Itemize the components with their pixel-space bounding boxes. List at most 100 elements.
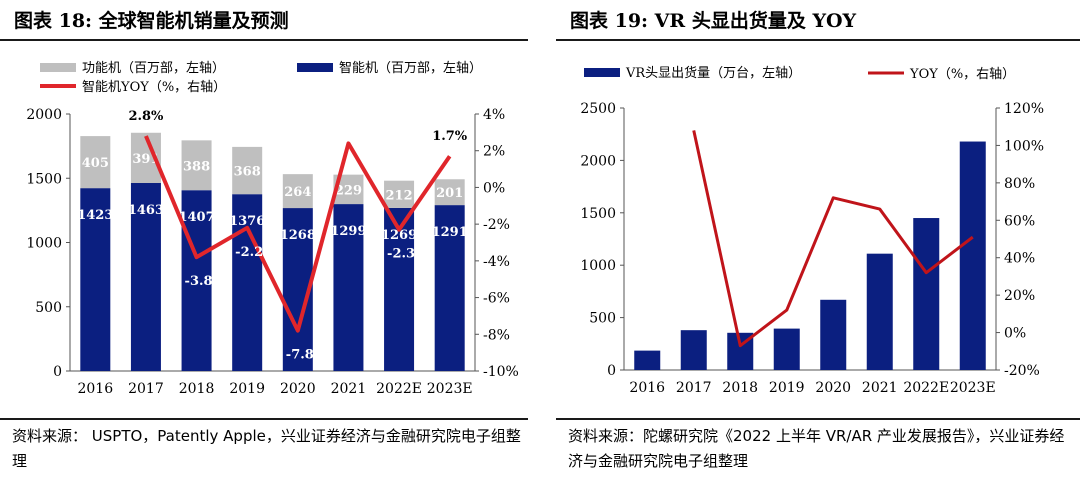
data-label-smartphone: 1407 — [178, 210, 214, 225]
x-tick-label: 2022E — [376, 381, 422, 397]
chart-panel-smartphone: 图表 18: 全球智能机销量及预测 功能机（百万部，左轴） 智能机（百万部，左轴）… — [0, 0, 528, 482]
vr-chart: VR头显出货量（万台，左轴） YOY（%，右轴） 0 500 1000 1500 2000 2… — [580, 65, 1044, 396]
left-tick-label: 2000 — [26, 107, 62, 123]
bar-smartphone — [384, 207, 415, 371]
legend-label-feature-phone: 功能机（百万部，左轴） — [82, 61, 225, 76]
line-yoy — [692, 130, 974, 348]
source-divider — [0, 418, 528, 420]
x-tick-label: 2021 — [331, 381, 367, 397]
bar-vr-shipments — [634, 350, 661, 370]
bar-smartphone — [232, 194, 263, 371]
chart-panel-vr: 图表 19: VR 头显出货量及 YOY VR头显出货量（万台，左轴） YOY（%… — [556, 0, 1080, 482]
left-tick-label: 1500 — [26, 171, 62, 187]
right-tick-label: 0% — [483, 180, 505, 196]
data-label-yoy: -3.8 — [185, 274, 213, 289]
line-yoy — [144, 135, 452, 333]
bar-vr-shipments — [820, 299, 847, 370]
right-tick-label: -2% — [483, 217, 510, 233]
right-tick-label: 60% — [1004, 213, 1035, 229]
left-tick-label: 1000 — [26, 236, 62, 252]
legend-label-yoy: 智能机YOY（%，右轴） — [82, 80, 226, 95]
left-tick-label: 500 — [589, 311, 616, 327]
data-label-smartphone: 1269 — [381, 228, 417, 243]
right-tick-label: -20% — [1004, 363, 1040, 379]
x-tick-label: 2023E — [427, 381, 473, 397]
data-label-smartphone: 1376 — [229, 214, 265, 229]
right-tick-label: -8% — [483, 327, 510, 343]
legend-label-smartphone: 智能机（百万部，左轴） — [339, 61, 482, 76]
bar-vr-shipments — [680, 330, 707, 370]
bar-feature-phone — [384, 180, 415, 208]
x-tick-label: 2022E — [903, 380, 949, 396]
bar-feature-phone — [282, 174, 313, 209]
data-label-yoy: -7.8 — [286, 348, 314, 363]
left-tick-label: 1500 — [580, 206, 616, 222]
right-tick-label: 100% — [1004, 138, 1044, 154]
legend-swatch-smartphone — [297, 63, 333, 72]
data-label-feature-phone: 212 — [385, 188, 412, 203]
left-tick-label: 0 — [607, 363, 616, 379]
bar-feature-phone — [434, 179, 465, 206]
left-tick-label: 2000 — [580, 153, 616, 169]
data-label-yoy: -2.2 — [235, 245, 263, 260]
x-tick-label: 2017 — [128, 381, 164, 397]
title-divider — [0, 39, 528, 41]
left-tick-label: 0 — [53, 364, 62, 380]
x-tick-label: 2020 — [815, 380, 851, 396]
right-tick-label: -4% — [483, 254, 510, 270]
x-tick-label: 2023E — [950, 380, 996, 396]
bar-smartphone — [80, 188, 111, 371]
left-tick-label: 2500 — [580, 101, 616, 117]
bar-smartphone — [333, 204, 364, 371]
right-tick-label: 2% — [483, 144, 505, 160]
right-tick-label: 40% — [1004, 251, 1035, 267]
smartphone-chart: 功能机（百万部，左轴） 智能机（百万部，左轴） 智能机YOY（%，右轴） 0 500 10… — [26, 61, 519, 397]
data-label-yoy: 2.8% — [128, 109, 164, 124]
x-tick-label: 2018 — [179, 381, 215, 397]
legend-swatch-vr-shipments — [584, 68, 620, 77]
x-tick-label: 2019 — [769, 380, 805, 396]
right-tick-label: 0% — [1004, 326, 1026, 342]
data-label-yoy: 1.7% — [432, 129, 468, 144]
legend-swatch-feature-phone — [40, 63, 76, 72]
data-label-feature-phone: 405 — [82, 156, 109, 171]
right-tick-label: 4% — [483, 107, 505, 123]
bar-feature-phone — [232, 146, 263, 195]
data-label-smartphone: 1268 — [280, 228, 316, 243]
x-tick-label: 2016 — [629, 380, 665, 396]
bar-smartphone — [434, 205, 465, 371]
bar-vr-shipments — [913, 218, 940, 370]
source-note: 资料来源： USPTO，Patently Apple，兴业证券经济与金融研究院电… — [12, 427, 521, 470]
x-tick-label: 2021 — [862, 380, 898, 396]
x-tick-label: 2018 — [722, 380, 758, 396]
data-label-yoy: -2.3 — [387, 247, 415, 262]
right-tick-label: 120% — [1004, 101, 1044, 117]
bar-vr-shipments — [866, 253, 893, 370]
bar-smartphone — [181, 190, 212, 371]
source-note: 资料来源：陀螺研究院《2022 上半年 VR/AR 产业发展报告》，兴业证券经济… — [568, 427, 1065, 470]
data-label-smartphone: 1423 — [77, 208, 113, 223]
right-tick-label: 80% — [1004, 176, 1035, 192]
bar-vr-shipments — [773, 328, 800, 370]
left-tick-label: 500 — [35, 300, 62, 316]
data-label-feature-phone: 368 — [234, 165, 261, 180]
bar-smartphone — [130, 183, 161, 371]
data-label-smartphone: 1291 — [432, 225, 468, 240]
title-divider — [556, 39, 1080, 41]
data-label-smartphone: 1463 — [128, 203, 164, 218]
legend-label-yoy: YOY（%，右轴） — [909, 67, 1015, 82]
data-label-smartphone: 1299 — [330, 224, 366, 239]
right-tick-label: 20% — [1004, 288, 1035, 304]
chart-title: 图表 18: 全球智能机销量及预测 — [14, 10, 289, 32]
data-label-feature-phone: 264 — [284, 185, 311, 200]
bar-feature-phone — [80, 136, 111, 189]
bar-vr-shipments — [959, 141, 986, 370]
legend-label-vr-shipments: VR头显出货量（万台，左轴） — [625, 65, 801, 81]
x-tick-label: 2016 — [77, 381, 113, 397]
data-label-feature-phone: 229 — [335, 183, 362, 198]
right-tick-label: -10% — [483, 364, 519, 380]
bar-feature-phone — [181, 140, 212, 191]
left-tick-label: 1000 — [580, 258, 616, 274]
x-tick-label: 2020 — [280, 381, 316, 397]
source-divider — [556, 418, 1080, 420]
